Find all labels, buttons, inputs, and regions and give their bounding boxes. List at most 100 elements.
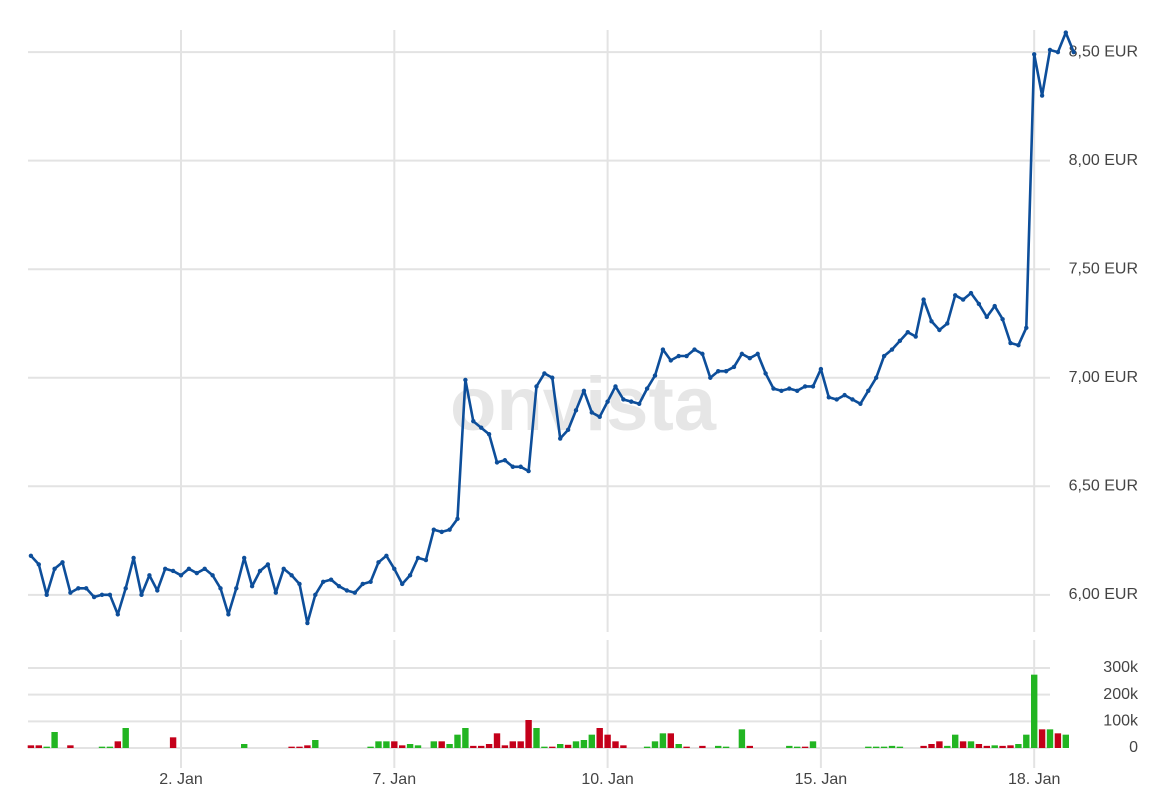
price-point [415,555,421,561]
volume-bar [454,734,461,748]
price-point [984,314,989,320]
price-point [234,586,239,591]
price-point [486,431,492,437]
volume-tick-label: 0 [1129,739,1138,756]
price-point [637,401,642,407]
volume-bar [944,745,951,748]
volume-bar [383,741,390,748]
price-point [1055,49,1061,55]
price-point [581,388,587,393]
price-point [1063,30,1069,35]
price-point [139,592,144,598]
price-point [953,293,958,298]
price-point [455,516,460,522]
y-tick-label: 8,00 EUR [1069,152,1138,169]
price-point [652,373,658,378]
volume-bar [446,744,453,748]
volume-bar [865,746,872,748]
price-point [344,588,350,593]
price-point [850,397,855,402]
volume-bar [896,746,904,748]
volume-bar [1062,734,1069,748]
price-point [558,436,563,441]
price-point [1032,52,1037,57]
price-point [131,555,136,561]
price-point [384,553,389,558]
price-point [881,353,887,359]
price-point [242,555,247,561]
price-point [1024,325,1029,331]
volume-bar [643,746,651,748]
price-point [810,384,816,389]
price-point [257,568,263,574]
volume-bar [406,744,414,748]
price-point [937,327,942,333]
price-point [897,338,903,344]
volume-bar [699,745,706,748]
price-point [550,375,555,380]
price-point [739,351,745,357]
volume-bar [936,741,943,748]
price-point [36,562,41,567]
price-point [644,386,650,391]
price-point [439,529,444,535]
volume-bar [478,745,485,748]
volume-bar [572,741,580,748]
volume-bar [106,746,114,748]
price-point [889,347,895,352]
price-point [281,566,286,571]
volume-bar [659,733,667,748]
volume-bar [1054,733,1062,748]
volume-bar [588,734,595,748]
price-point [226,612,231,617]
price-point [297,581,302,587]
price-point [186,566,192,571]
volume-bar [430,741,437,748]
volume-bar [367,746,374,748]
volume-bar [667,733,674,748]
volume-bar [549,746,556,748]
price-point [194,570,199,576]
volume-bar [122,728,129,748]
price-point [471,418,476,424]
price-point [731,364,737,370]
price-point [874,375,879,380]
volume-bar [683,746,690,748]
volume-bar [470,745,477,748]
price-point [147,573,152,578]
price-point [1008,340,1013,346]
volume-bar [651,741,659,748]
volume-bar [596,728,603,748]
price-point [289,573,294,578]
price-point [400,581,405,587]
price-point [360,581,365,587]
price-point [589,410,594,415]
price-point [668,358,673,363]
price-point [660,347,666,352]
volume-bar [952,734,959,748]
price-point [929,319,934,324]
volume-bar [1007,745,1014,748]
x-tick-label: 18. Jan [1008,771,1060,788]
x-tick-label: 10. Jan [581,771,633,788]
x-tick-label: 7. Jan [373,771,417,788]
price-point [621,397,626,402]
price-point [834,397,839,402]
price-point [629,399,634,404]
price-point [91,594,97,600]
price-point [44,592,49,598]
y-tick-label: 6,50 EUR [1069,478,1138,495]
price-point [1047,47,1053,53]
volume-bar [67,745,74,748]
price-point [866,388,871,393]
volume-tick-label: 200k [1103,686,1139,703]
volume-bar [525,720,532,748]
volume-bar [967,741,975,748]
volume-bar [438,741,445,748]
price-point [115,612,121,617]
price-point [842,392,847,398]
price-point [708,375,713,380]
volume-bar [241,744,248,748]
price-point [771,386,776,391]
price-point [155,588,160,593]
